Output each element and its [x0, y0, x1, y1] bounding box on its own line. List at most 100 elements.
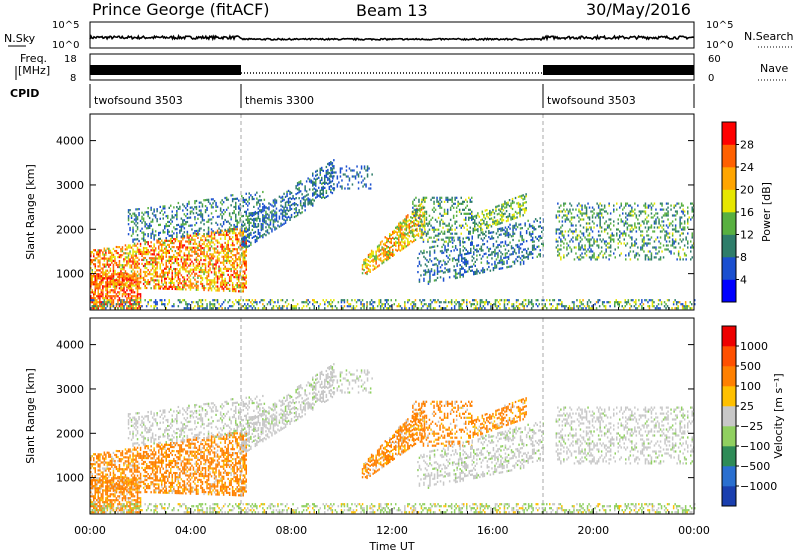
- power-cell: [171, 273, 173, 277]
- power-cell: [538, 253, 540, 256]
- power-cell: [319, 193, 321, 196]
- power-cell: [228, 222, 231, 225]
- power-cell: [230, 250, 232, 253]
- power-cell: [188, 264, 190, 267]
- power-cell: [242, 205, 244, 208]
- power-cell: [183, 213, 186, 216]
- power-cell: [212, 247, 214, 250]
- power-cell: [452, 236, 455, 239]
- power-cell: [133, 244, 136, 247]
- power-cell: [298, 187, 300, 190]
- power-cell: [245, 210, 247, 213]
- power-cell: [105, 251, 107, 254]
- power-cell: [209, 218, 211, 221]
- power-cell: [254, 217, 257, 220]
- power-cell: [500, 233, 502, 236]
- power-cell: [241, 241, 243, 244]
- power-cell: [494, 264, 496, 267]
- power-cell: [268, 214, 270, 217]
- power-cell: [366, 169, 369, 172]
- power-cell: [448, 230, 450, 233]
- power-cell: [227, 243, 229, 247]
- power-cell: [448, 268, 451, 271]
- power-cell: [185, 215, 187, 218]
- power-cell: [216, 257, 219, 260]
- power-cell: [384, 252, 386, 255]
- power-cell: [260, 209, 263, 212]
- power-cell: [108, 265, 110, 268]
- power-cell: [94, 263, 96, 266]
- power-cell: [420, 214, 423, 217]
- power-cell: [139, 281, 142, 284]
- power-cell: [156, 271, 158, 274]
- power-cell: [416, 223, 418, 226]
- power-cell: [477, 228, 479, 231]
- power-cell: [410, 240, 412, 243]
- power-cell: [144, 243, 146, 246]
- power-cell: [466, 236, 468, 239]
- power-cell: [158, 261, 160, 264]
- power-cell: [126, 282, 128, 285]
- power-cell: [236, 276, 238, 279]
- power-cell: [248, 212, 250, 215]
- power-cell: [286, 192, 288, 195]
- power-cell: [455, 210, 458, 213]
- power-cell: [162, 243, 164, 246]
- power-cell: [191, 282, 193, 285]
- power-cell: [200, 215, 202, 218]
- power-cell: [239, 254, 241, 257]
- power-cell: [401, 244, 403, 247]
- freq-right-tick-bottom: 0: [708, 73, 714, 84]
- power-cell: [468, 266, 470, 269]
- power-cell: [398, 242, 400, 245]
- power-cell: [522, 194, 524, 197]
- power-cell: [225, 285, 228, 288]
- power-cell: [489, 211, 491, 215]
- power-cell: [112, 275, 115, 278]
- power-cell: [382, 261, 385, 264]
- power-cell: [415, 196, 417, 199]
- power-cell: [117, 252, 119, 255]
- power-cell: [207, 218, 210, 221]
- power-cell: [649, 258, 651, 261]
- power-cell: [467, 262, 469, 265]
- power-cell: [425, 234, 428, 237]
- power-cell: [153, 287, 155, 290]
- power-cell: [511, 215, 514, 219]
- power-cell: [401, 238, 403, 241]
- power-cell: [464, 241, 466, 244]
- power-cell: [473, 257, 475, 260]
- power-cell: [142, 248, 145, 252]
- power-cell: [225, 243, 228, 246]
- power-cell: [179, 268, 181, 271]
- power-cell: [135, 283, 137, 286]
- power-cell: [399, 235, 402, 238]
- power-cell: [180, 223, 183, 226]
- power-cell: [185, 262, 187, 265]
- power-cell: [315, 184, 317, 187]
- power-cell: [512, 260, 514, 263]
- power-cell: [281, 197, 284, 200]
- power-cell: [138, 252, 140, 255]
- power-cell: [445, 248, 448, 252]
- power-cell: [159, 205, 161, 208]
- power-cell: [519, 205, 521, 208]
- power-cell: [219, 233, 222, 236]
- cpid-strip: CPID twofsound 3503 themis 3300 twofsound …: [10, 84, 695, 108]
- power-cell: [524, 256, 526, 259]
- cpid-segment-label: themis 3300: [245, 94, 314, 107]
- power-cell: [444, 249, 446, 252]
- power-cell: [620, 242, 622, 245]
- power-cell: [239, 266, 241, 269]
- power-cell: [680, 222, 683, 225]
- power-cell: [402, 221, 405, 224]
- power-cell: [425, 196, 428, 199]
- power-cell: [671, 242, 674, 245]
- power-cell: [129, 209, 131, 212]
- power-cell: [345, 169, 348, 172]
- power-cell: [112, 281, 115, 284]
- power-cell: [463, 218, 465, 221]
- power-cell: [480, 249, 483, 252]
- power-cell: [233, 270, 235, 273]
- power-cell: [579, 230, 582, 233]
